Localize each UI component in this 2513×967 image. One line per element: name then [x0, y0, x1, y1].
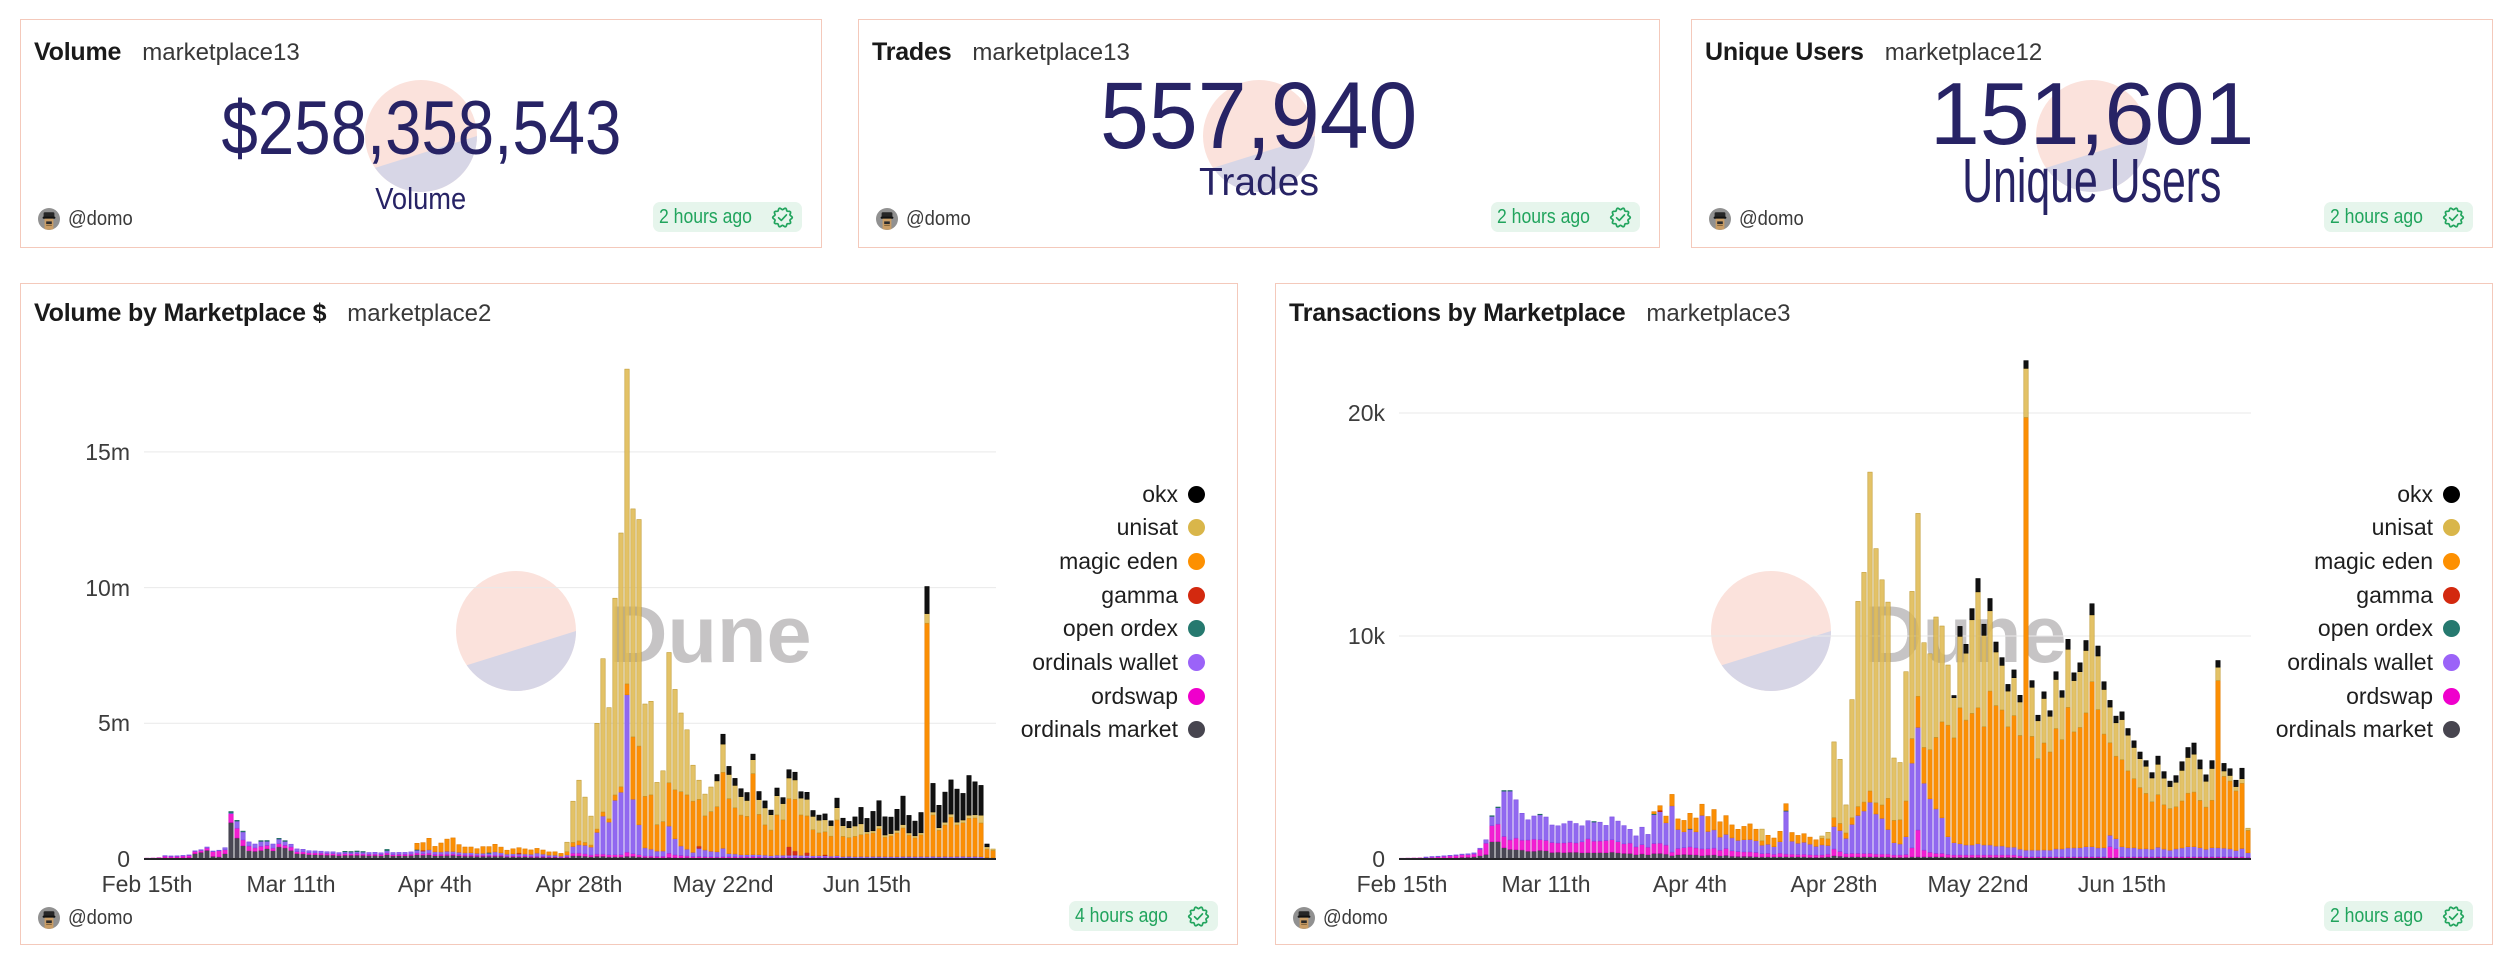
svg-text:Apr 28th: Apr 28th [1791, 871, 1878, 897]
svg-text:Apr 4th: Apr 4th [398, 871, 472, 897]
svg-text:Dune: Dune [609, 590, 812, 680]
svg-text:Mar 11th: Mar 11th [1501, 871, 1590, 897]
svg-text:5m: 5m [98, 710, 130, 736]
svg-text:10k: 10k [1348, 623, 1386, 649]
svg-text:0: 0 [117, 846, 130, 872]
svg-text:Jun 15th: Jun 15th [823, 871, 911, 897]
svg-text:20k: 20k [1348, 400, 1386, 426]
svg-text:15m: 15m [85, 439, 130, 465]
svg-text:May 22nd: May 22nd [672, 871, 773, 897]
svg-text:Jun 15th: Jun 15th [2078, 871, 2166, 897]
svg-text:Apr 28th: Apr 28th [536, 871, 623, 897]
svg-text:Apr 4th: Apr 4th [1653, 871, 1727, 897]
svg-text:May 22nd: May 22nd [1927, 871, 2028, 897]
svg-text:Feb 15th: Feb 15th [1357, 871, 1448, 897]
svg-text:10m: 10m [85, 575, 130, 601]
svg-text:Feb 15th: Feb 15th [102, 871, 193, 897]
svg-text:0: 0 [1372, 846, 1385, 872]
svg-text:Mar 11th: Mar 11th [246, 871, 335, 897]
